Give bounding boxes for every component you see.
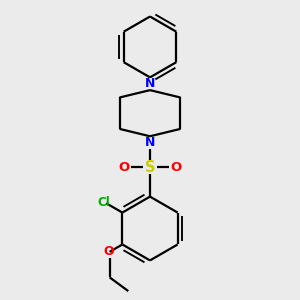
Text: S: S xyxy=(145,160,155,175)
Text: O: O xyxy=(103,245,114,258)
Text: N: N xyxy=(145,77,155,90)
Text: O: O xyxy=(170,161,181,174)
Text: O: O xyxy=(119,161,130,174)
Text: N: N xyxy=(145,136,155,149)
Text: Cl: Cl xyxy=(97,196,110,209)
